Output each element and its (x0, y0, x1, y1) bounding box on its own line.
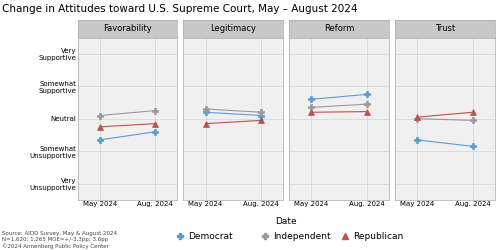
Text: Change in Attitudes toward U.S. Supreme Court, May – August 2024: Change in Attitudes toward U.S. Supreme … (2, 4, 358, 14)
Text: Legitimacy: Legitimacy (210, 24, 256, 33)
Text: Democrat: Democrat (188, 232, 232, 241)
Text: Reform: Reform (324, 24, 354, 33)
Text: Source: AIDD Survey, May & August 2024
N=1,620; 1,265 MOE=+/-3.3pp; 3.6pp
©2024 : Source: AIDD Survey, May & August 2024 N… (2, 232, 117, 249)
Text: Trust: Trust (435, 24, 455, 33)
Text: Date: Date (276, 217, 297, 226)
Text: Favorability: Favorability (103, 24, 152, 33)
Text: Independent: Independent (273, 232, 330, 241)
Text: Republican: Republican (353, 232, 403, 241)
